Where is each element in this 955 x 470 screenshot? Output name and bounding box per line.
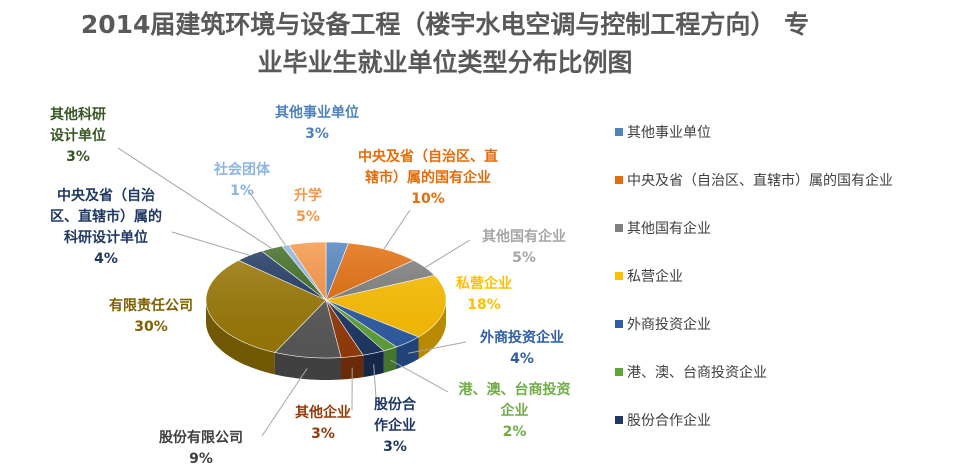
pie-side-5 xyxy=(384,347,397,373)
data-label-value-2: 5% xyxy=(464,248,584,269)
legend-item-0: 其他事业单位 xyxy=(615,108,950,156)
data-label-value-5: 2% xyxy=(442,422,587,443)
legend-swatch-4 xyxy=(615,320,623,328)
leader-line-1 xyxy=(384,210,410,249)
data-label-name-6-0: 股份合 xyxy=(362,395,428,416)
data-label-value-10: 4% xyxy=(40,249,172,270)
legend-label-6: 股份合作企业 xyxy=(627,410,711,430)
legend-label-3: 私营企业 xyxy=(627,266,683,286)
legend-item-2: 其他国有企业 xyxy=(615,204,950,252)
pie-gloss xyxy=(206,242,446,358)
legend-swatch-0 xyxy=(615,128,623,136)
data-label-name-2-0: 其他国有企业 xyxy=(464,227,584,248)
legend-label-2: 其他国有企业 xyxy=(627,218,711,238)
legend: 其他事业单位中央及省（自治区、直辖市）属的国有企业其他国有企业私营企业外商投资企… xyxy=(615,108,950,444)
pie-top xyxy=(206,242,446,358)
data-label-name-5-0: 港、澳、台商投资 xyxy=(442,380,587,401)
data-label-value-8: 9% xyxy=(142,449,260,470)
data-label-value-11: 3% xyxy=(38,147,118,168)
legend-item-4: 外商投资企业 xyxy=(615,300,950,348)
legend-item-5: 港、澳、台商投资企业 xyxy=(615,348,950,396)
legend-label-0: 其他事业单位 xyxy=(627,122,711,142)
data-label-name-3-0: 私营企业 xyxy=(436,274,532,295)
leader-line-10 xyxy=(172,232,250,255)
data-label-name-7-0: 其他企业 xyxy=(290,403,356,424)
data-label-value-4: 4% xyxy=(462,349,582,370)
data-label-name-4-0: 外商投资企业 xyxy=(462,328,582,349)
legend-swatch-2 xyxy=(615,224,623,232)
legend-label-4: 外商投资企业 xyxy=(627,314,711,334)
data-label-value-0: 3% xyxy=(262,124,372,145)
data-label-value-9: 30% xyxy=(92,317,210,338)
data-label-name-6-1: 作企业 xyxy=(362,416,428,437)
data-label-value-7: 3% xyxy=(290,424,356,445)
data-label-name-1-1: 辖市）属的国有企业 xyxy=(338,168,518,189)
data-label-value-3: 18% xyxy=(436,295,532,316)
legend-item-6: 股份合作企业 xyxy=(615,396,950,444)
legend-label-1: 中央及省（自治区、直辖市）属的国有企业 xyxy=(627,170,893,190)
data-label-name-9-0: 有限责任公司 xyxy=(92,296,210,317)
data-label-name-12-0: 社会团体 xyxy=(200,160,284,181)
legend-label-5: 港、澳、台商投资企业 xyxy=(627,362,767,382)
data-label-value-1: 10% xyxy=(338,189,518,210)
data-label-name-13-0: 升学 xyxy=(280,186,336,207)
legend-swatch-1 xyxy=(615,176,623,184)
data-label-name-1-0: 中央及省（自治区、直 xyxy=(338,147,518,168)
data-label-name-8-0: 股份有限公司 xyxy=(142,428,260,449)
legend-swatch-6 xyxy=(615,416,623,424)
legend-item-1: 中央及省（自治区、直辖市）属的国有企业 xyxy=(615,156,950,204)
legend-swatch-3 xyxy=(615,272,623,280)
data-label-name-11-0: 其他科研 xyxy=(38,105,118,126)
data-label-value-6: 3% xyxy=(362,437,428,458)
data-label-name-5-1: 企业 xyxy=(442,401,587,422)
data-label-name-10-2: 科研设计单位 xyxy=(40,228,172,249)
data-label-name-0-0: 其他事业单位 xyxy=(262,103,372,124)
data-label-name-10-0: 中央及省（自治 xyxy=(40,186,172,207)
data-label-value-12: 1% xyxy=(200,181,284,202)
legend-swatch-5 xyxy=(615,368,623,376)
data-label-name-10-1: 区、直辖市）属的 xyxy=(40,207,172,228)
leader-line-5 xyxy=(390,360,448,392)
data-label-value-13: 5% xyxy=(280,207,336,228)
legend-item-3: 私营企业 xyxy=(615,252,950,300)
data-label-name-11-1: 设计单位 xyxy=(38,126,118,147)
